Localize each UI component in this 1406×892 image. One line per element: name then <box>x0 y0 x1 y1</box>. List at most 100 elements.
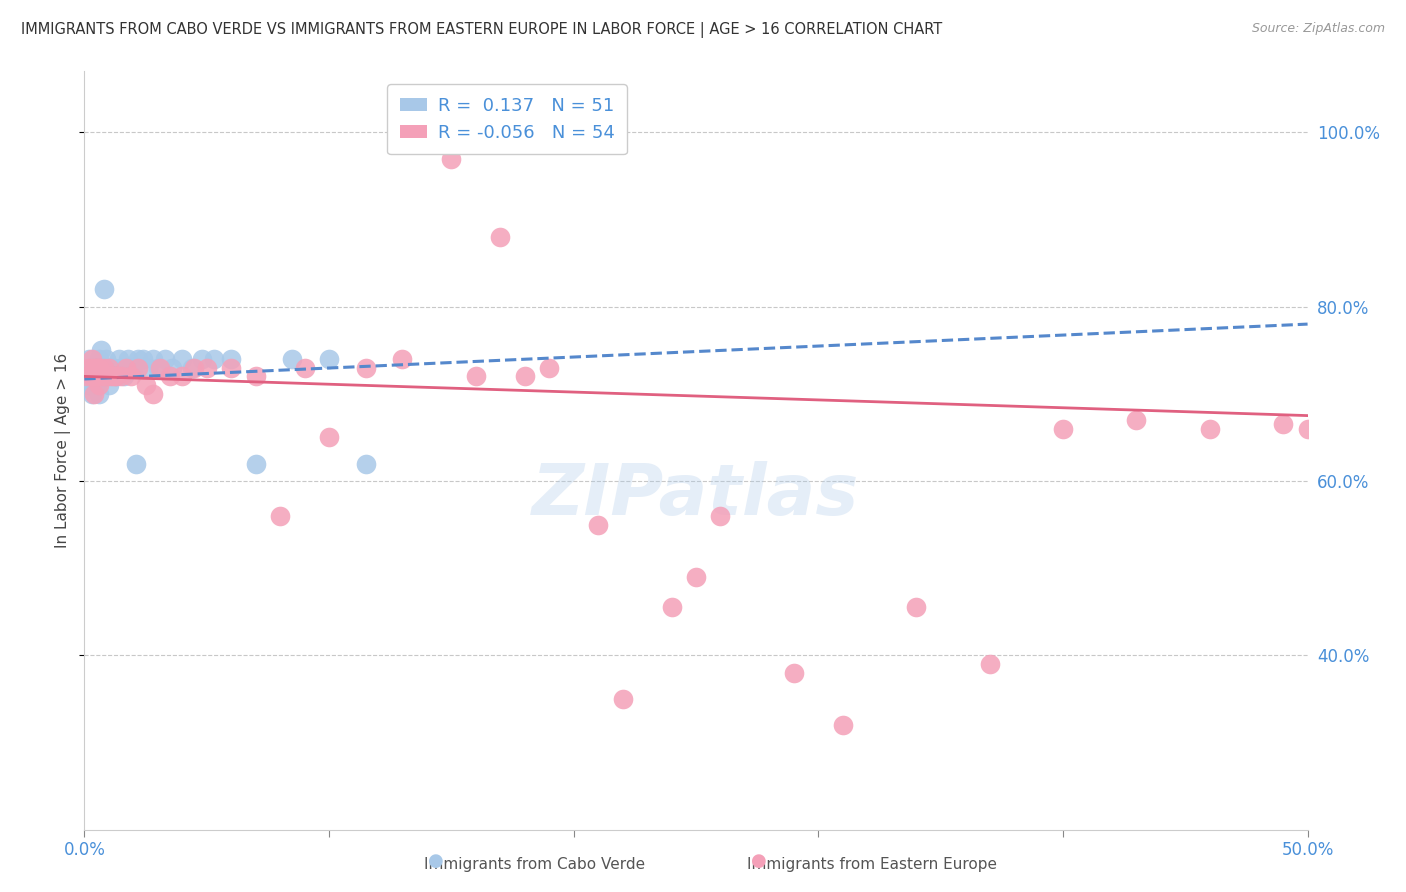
Point <box>464 369 486 384</box>
Point <box>80 386 103 401</box>
Point <box>87 351 110 366</box>
Point <box>127 351 149 366</box>
Point <box>87 386 110 401</box>
Point <box>685 570 707 584</box>
Point <box>318 430 340 444</box>
Point <box>172 351 194 366</box>
Point <box>97 360 120 375</box>
Point <box>195 360 218 375</box>
Point <box>86 360 108 375</box>
Point <box>245 457 267 471</box>
Point <box>1052 422 1074 436</box>
Point <box>93 282 115 296</box>
Point <box>354 457 377 471</box>
Point <box>612 691 634 706</box>
Point <box>142 386 165 401</box>
Point <box>979 657 1001 671</box>
Point <box>80 360 103 375</box>
Text: Immigrants from Cabo Verde: Immigrants from Cabo Verde <box>423 857 645 872</box>
Point <box>1198 422 1220 436</box>
Point <box>149 360 172 375</box>
Point <box>153 351 176 366</box>
Point <box>110 369 132 384</box>
Point <box>83 369 105 384</box>
Point <box>76 369 98 384</box>
Text: ZIPatlas: ZIPatlas <box>533 461 859 531</box>
Point <box>513 369 536 384</box>
Point <box>115 360 138 375</box>
Point <box>105 369 128 384</box>
Point <box>219 351 242 366</box>
Point <box>318 351 340 366</box>
Point <box>136 360 159 375</box>
Point <box>83 386 105 401</box>
Point <box>96 369 118 384</box>
Point <box>219 360 242 375</box>
Point <box>96 369 118 384</box>
Point <box>86 369 108 384</box>
Point <box>100 360 122 375</box>
Point <box>77 378 100 392</box>
Point <box>586 517 609 532</box>
Point <box>97 378 120 392</box>
Point <box>112 369 135 384</box>
Point <box>83 378 105 392</box>
Point <box>120 360 142 375</box>
Point <box>159 369 181 384</box>
Point <box>354 360 377 375</box>
Point <box>110 360 132 375</box>
Point <box>80 369 103 384</box>
Point <box>661 600 683 615</box>
Point <box>181 360 204 375</box>
Point <box>90 369 112 384</box>
Point <box>146 360 169 375</box>
Point <box>831 718 853 732</box>
Point <box>80 369 103 384</box>
Point <box>162 360 184 375</box>
Point <box>1272 417 1295 432</box>
Text: Source: ZipAtlas.com: Source: ZipAtlas.com <box>1251 22 1385 36</box>
Point <box>172 369 194 384</box>
Point <box>97 360 120 375</box>
Point <box>107 351 129 366</box>
Text: ●: ● <box>751 852 768 870</box>
Point <box>709 508 731 523</box>
Point <box>90 343 112 358</box>
Point <box>127 360 149 375</box>
Legend: R =  0.137   N = 51, R = -0.056   N = 54: R = 0.137 N = 51, R = -0.056 N = 54 <box>387 84 627 154</box>
Point <box>83 360 105 375</box>
Point <box>117 351 139 366</box>
Point <box>86 378 108 392</box>
Point <box>1296 422 1319 436</box>
Point <box>77 351 100 366</box>
Point <box>90 360 112 375</box>
Point <box>1125 413 1147 427</box>
Point <box>132 351 155 366</box>
Point <box>281 351 304 366</box>
Point <box>83 360 105 375</box>
Point <box>96 351 118 366</box>
Point <box>440 152 463 166</box>
Y-axis label: In Labor Force | Age > 16: In Labor Force | Age > 16 <box>55 353 72 548</box>
Point <box>80 351 103 366</box>
Point <box>269 508 291 523</box>
Point <box>76 369 98 384</box>
Point <box>120 369 142 384</box>
Point <box>538 360 561 375</box>
Point <box>77 360 100 375</box>
Point <box>391 351 413 366</box>
Point <box>142 351 165 366</box>
Point <box>202 351 225 366</box>
Point <box>115 360 138 375</box>
Point <box>783 665 806 680</box>
Point <box>135 378 157 392</box>
Text: IMMIGRANTS FROM CABO VERDE VS IMMIGRANTS FROM EASTERN EUROPE IN LABOR FORCE | AG: IMMIGRANTS FROM CABO VERDE VS IMMIGRANTS… <box>21 22 942 38</box>
Point <box>105 369 128 384</box>
Point <box>87 369 110 384</box>
Point <box>125 457 148 471</box>
Point <box>103 360 125 375</box>
Point <box>90 369 112 384</box>
Point <box>86 369 108 384</box>
Point <box>245 369 267 384</box>
Point <box>183 360 205 375</box>
